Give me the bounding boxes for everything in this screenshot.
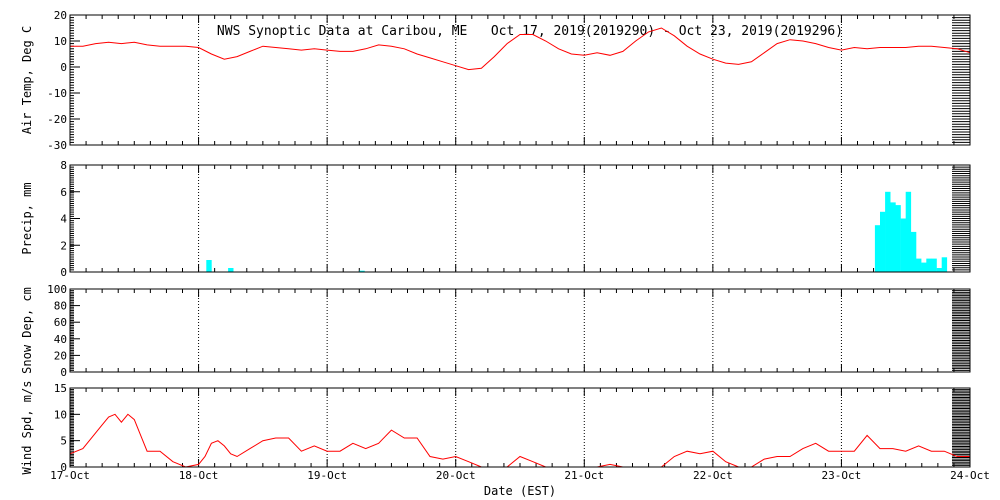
x-tick-label: 23-Oct [822,469,862,482]
y-tick-label: 20 [54,349,67,362]
y-tick-label: 0 [60,61,67,74]
y-tick-label: 20 [54,9,67,22]
y-tick-label: 4 [60,213,67,226]
precip-bar [936,268,942,272]
precip-bar [905,191,912,273]
y-tick-label: 8 [60,159,67,172]
y-axis-label: Wind Spd, m/s [20,381,34,475]
y-tick-label: 10 [54,35,67,48]
x-tick-label: 22-Oct [693,469,733,482]
precip-bar [890,202,896,272]
y-tick-label: -10 [47,87,67,100]
precip-bar [941,257,948,272]
precip-bar [926,258,932,272]
panel-2: 8 6 4 2 0 Precip, mm [20,159,971,279]
y-tick-label: 40 [54,333,67,346]
precip-bar [900,218,906,272]
series-line [70,27,971,71]
x-tick-label: 24-Oct [950,469,990,482]
panel-frame [69,288,971,373]
x-tick-label: 18-Oct [179,469,219,482]
y-axis-label: Snow Dep, cm [20,287,34,374]
y-tick-label: 0 [60,266,67,279]
y-tick-label: 60 [54,316,67,329]
y-tick-label: 6 [60,186,67,199]
precip-bar [895,205,901,272]
panel-4: 15 10 5 0 Wind Spd, m/s [20,381,971,475]
precip-bar [921,262,927,272]
y-tick-label: 5 [60,435,67,448]
series-line [69,413,970,468]
y-tick-label: 0 [60,366,67,379]
precip-bar [916,258,922,272]
precip-bar [931,258,937,272]
precip-bar [885,191,891,273]
precip-bar [206,260,212,272]
y-tick-label: 2 [60,239,67,252]
precip-bar [880,211,886,272]
panel-frame [69,387,971,468]
y-axis-label: Precip, mm [20,182,34,254]
y-tick-label: 10 [54,408,67,421]
panel-3: 100 80 60 40 20 0 Snow Dep, cm [20,283,971,379]
panel-frame [69,14,971,146]
y-tick-label: 80 [54,300,67,313]
precip-bar [874,225,881,272]
chart-title: NWS Synoptic Data at Caribou, ME Oct 17,… [217,24,843,39]
y-tick-label: -20 [47,113,67,126]
x-tick-label: 21-Oct [564,469,604,482]
precip-bar [359,270,365,272]
precip-bar [910,231,917,272]
y-tick-label: 100 [47,283,67,296]
y-tick-label: -30 [47,139,67,152]
x-tick-label: 20-Oct [436,469,476,482]
precip-bar [228,268,234,272]
y-tick-label: 15 [54,382,67,395]
x-tick-label: 19-Oct [307,469,347,482]
panel-frame [69,164,971,273]
y-axis-label: Air Temp, Deg C [20,26,34,134]
x-axis-label: Date (EST) [484,484,556,498]
panel-1: 20 10 0 -10 -20 -30 Air Temp, Deg C [20,9,971,152]
y-tick-label: 0 [60,461,67,474]
x-tick-label: 17-Oct [50,469,90,482]
